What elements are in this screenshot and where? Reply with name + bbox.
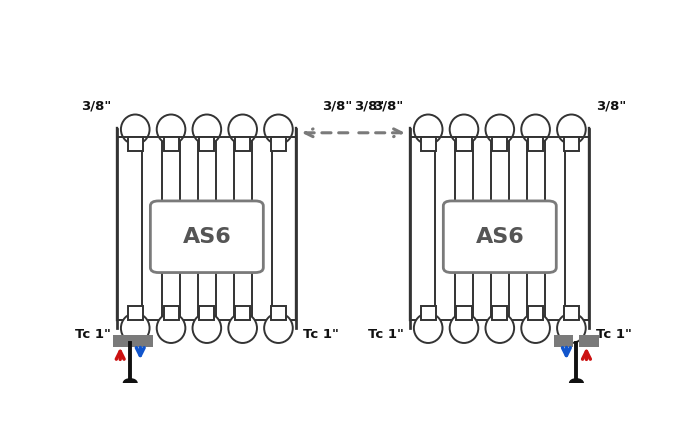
Bar (492, 307, 508, 320)
Bar (272, 137, 296, 320)
Ellipse shape (414, 313, 442, 343)
Bar (118, 114, 296, 137)
Bar (199, 307, 214, 320)
Ellipse shape (193, 313, 221, 343)
Text: 3/8": 3/8" (354, 100, 385, 113)
Bar (491, 137, 509, 320)
Bar (127, 307, 143, 320)
Bar (492, 137, 508, 151)
Bar (410, 114, 589, 343)
Bar (526, 137, 545, 320)
Text: Tc 1": Tc 1" (303, 329, 339, 341)
Bar (410, 137, 435, 320)
Ellipse shape (486, 313, 514, 343)
Bar (565, 137, 589, 320)
Bar (199, 137, 214, 151)
Ellipse shape (414, 114, 442, 144)
Ellipse shape (264, 313, 293, 343)
Ellipse shape (193, 114, 221, 144)
Ellipse shape (121, 114, 150, 144)
Ellipse shape (557, 114, 586, 144)
Bar (528, 307, 543, 320)
Ellipse shape (522, 114, 550, 144)
Circle shape (123, 379, 137, 387)
Bar (164, 307, 178, 320)
Bar (564, 307, 579, 320)
Bar (118, 137, 141, 320)
Ellipse shape (264, 114, 293, 144)
Bar (234, 137, 251, 320)
Bar (455, 137, 473, 320)
Ellipse shape (157, 313, 186, 343)
Ellipse shape (557, 313, 586, 343)
Text: Tc 1": Tc 1" (75, 329, 111, 341)
Text: 3/8": 3/8" (374, 100, 404, 113)
Bar (271, 137, 286, 151)
Bar (127, 137, 143, 151)
Ellipse shape (486, 114, 514, 144)
Text: Tc 1": Tc 1" (368, 329, 404, 341)
FancyBboxPatch shape (150, 201, 263, 273)
Bar (271, 307, 286, 320)
Bar (528, 137, 543, 151)
Ellipse shape (449, 114, 478, 144)
Bar (118, 114, 296, 343)
Bar (113, 335, 133, 347)
Bar (456, 137, 472, 151)
Bar (421, 137, 435, 151)
Text: 3/8": 3/8" (322, 100, 352, 113)
Ellipse shape (228, 114, 257, 144)
Bar (235, 307, 250, 320)
Text: Tc 1": Tc 1" (596, 329, 631, 341)
Bar (421, 307, 435, 320)
Circle shape (570, 379, 583, 387)
Ellipse shape (228, 313, 257, 343)
Bar (410, 320, 589, 343)
Text: 3/8": 3/8" (596, 100, 626, 113)
Bar (164, 137, 178, 151)
Ellipse shape (157, 114, 186, 144)
Bar (162, 137, 180, 320)
Bar (564, 137, 579, 151)
Text: AS6: AS6 (475, 227, 524, 247)
Bar (133, 335, 153, 347)
Ellipse shape (522, 313, 550, 343)
Text: 3/8": 3/8" (80, 100, 111, 113)
Bar (580, 335, 599, 347)
Bar (198, 137, 216, 320)
Ellipse shape (449, 313, 478, 343)
Bar (456, 307, 472, 320)
Text: AS6: AS6 (183, 227, 231, 247)
Bar (410, 114, 589, 137)
FancyBboxPatch shape (443, 201, 556, 273)
Ellipse shape (121, 313, 150, 343)
Bar (554, 335, 573, 347)
Bar (235, 137, 250, 151)
Bar (118, 320, 296, 343)
